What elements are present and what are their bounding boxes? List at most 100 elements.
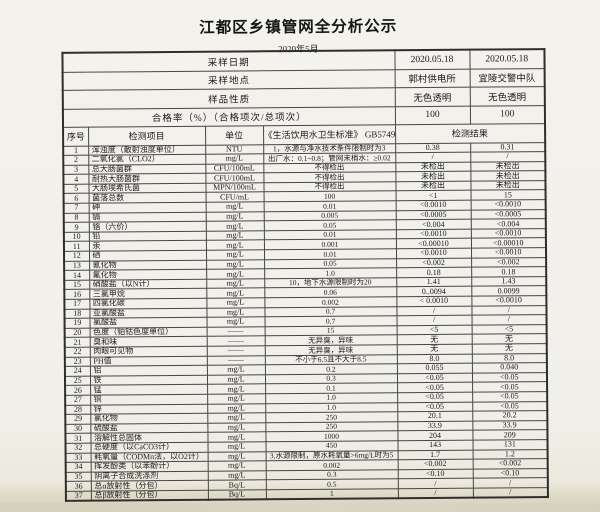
cell-result-1: <0.10 — [397, 468, 473, 480]
cell-result-2: 未检出 — [470, 161, 546, 172]
cell-result-1: <0.0005 — [395, 209, 471, 220]
cell-result-2: 8.0 — [471, 353, 547, 364]
cell-serial: 32 — [65, 443, 91, 453]
cell-result-2: 20.2 — [472, 410, 548, 421]
document-content: 江都区乡镇管网全分析公示 2020年5月 采样日期 2020.05.18 2020.… — [0, 0, 598, 503]
cell-serial: 34 — [65, 462, 91, 473]
cell-result-1: <0.05 — [396, 372, 473, 384]
cell-result-2: 131 — [472, 439, 548, 450]
page-title: 江都区乡镇管网全分析公示 — [199, 18, 398, 37]
cell-result-1: 未检出 — [395, 171, 471, 182]
cell-result-1: / — [396, 315, 472, 326]
cell-result-2: / — [470, 151, 546, 162]
info-label: 采样日期 — [62, 50, 395, 72]
cell-result-2: 1.43 — [471, 276, 547, 287]
cell-result-2: / — [472, 477, 548, 489]
column-header-item: 检测项目 — [88, 126, 206, 146]
cell-unit: mg/L — [207, 432, 266, 443]
cell-result-1: < 0.0010 — [396, 296, 472, 307]
cell-result-1: 0.055 — [396, 363, 472, 374]
cell-result-2: <0.002 — [471, 257, 547, 268]
cell-serial: 20 — [64, 327, 90, 338]
cell-result-1: 0..0094 — [396, 286, 472, 297]
cell-serial: 29 — [65, 414, 91, 425]
info-value-1: 无色透明 — [394, 87, 470, 107]
cell-result-2: 0.31 — [470, 142, 546, 153]
cell-result-1: 0.18 — [396, 267, 472, 278]
cell-result-2: 无 — [471, 343, 547, 354]
cell-unit: mg/L — [207, 451, 266, 462]
cell-result-2: <5 — [471, 324, 547, 335]
cell-unit: mg/L — [206, 374, 266, 385]
cell-unit: mg/L — [206, 288, 265, 299]
cell-result-2: 15 — [470, 190, 546, 201]
cell-unit: mg/L — [207, 412, 266, 423]
cell-unit: CFU/100mL — [205, 173, 264, 184]
cell-unit: mg/L — [207, 403, 266, 414]
cell-result-2: <0.0010 — [470, 199, 546, 210]
scan-edge-shadow — [0, 503, 600, 512]
cell-result-1: <0.002 — [396, 257, 472, 268]
cell-unit: mg/L — [206, 307, 265, 318]
column-header-unit: 单位 — [205, 125, 264, 145]
cell-result-2: <0.05 — [472, 381, 548, 393]
cell-result-1: / — [396, 305, 472, 316]
cell-result-1: 204 — [397, 430, 473, 441]
cell-unit: NTU — [205, 144, 264, 155]
cell-serial: 9 — [63, 222, 89, 233]
cell-serial: 18 — [64, 308, 90, 319]
cell-result-1: 无 — [396, 344, 472, 355]
cell-unit: mg/L — [205, 153, 264, 164]
cell-serial: 33 — [65, 452, 91, 463]
cell-unit: Bq/L — [207, 489, 266, 501]
column-header-standard: 《生活饮用水卫生标准》 GB5749 — [263, 124, 396, 145]
cell-result-2: <0.00010 — [470, 238, 547, 249]
cell-serial: 11 — [63, 241, 90, 252]
cell-result-2: <0.0005 — [470, 209, 546, 220]
info-value-2: 2020.05.18 — [469, 49, 545, 69]
cell-serial: 26 — [65, 385, 91, 396]
cell-result-1: / — [397, 488, 473, 499]
cell-result-1: <0.0010 — [395, 229, 471, 240]
cell-result-1: / — [397, 478, 473, 489]
cell-serial: 25 — [64, 375, 91, 386]
cell-serial: 14 — [64, 270, 90, 281]
info-value-2: 宜陵交警中队 — [469, 68, 545, 88]
cell-unit: —— — [206, 326, 265, 337]
cell-result-2: <0.002 — [472, 458, 548, 469]
cell-result-2: 未检出 — [470, 170, 546, 182]
cell-result-1: 33.9 — [397, 420, 473, 432]
cell-unit: mg/L — [206, 278, 265, 289]
cell-unit: mg/L — [205, 249, 265, 260]
column-header-no: 序号 — [63, 127, 89, 146]
cell-standard: 1，水源与净水技术条件限制时为3 — [263, 143, 396, 154]
cell-serial: 8 — [63, 212, 89, 223]
cell-unit: —— — [206, 336, 265, 347]
cell-serial: 19 — [64, 318, 90, 329]
cell-result-1: / — [395, 152, 471, 163]
cell-unit: CFU/mL — [205, 192, 264, 203]
cell-serial: 4 — [63, 174, 89, 185]
cell-item: 总β放射性（分包） — [90, 490, 208, 502]
column-header-result: 检测结果 — [395, 123, 546, 144]
cell-unit: mg/L — [206, 297, 265, 308]
cell-result-2: 0.040 — [471, 362, 547, 373]
cell-result-2: <0.10 — [472, 468, 548, 479]
cell-unit: mg/L — [205, 240, 264, 251]
cell-serial: 2 — [63, 155, 89, 166]
cell-result-1: <0.004 — [395, 219, 471, 230]
cell-serial: 28 — [65, 404, 91, 415]
cell-result-1: 20.1 — [397, 411, 473, 422]
cell-result-2: <0.05 — [471, 372, 548, 383]
cell-serial: 36 — [65, 481, 91, 492]
cell-serial: 1 — [63, 145, 89, 156]
cell-unit: mg/L — [205, 221, 264, 232]
cell-result-2: 1.2 — [472, 449, 548, 460]
cell-result-2: 0.18 — [471, 266, 547, 277]
cell-result-1: <5 — [396, 324, 472, 336]
cell-serial: 15 — [64, 279, 90, 290]
water-analysis-table: 采样日期 2020.05.18 2020.05.18 采样地点 郭村供电所 宜陵交警中队样… — [61, 48, 549, 503]
cell-result-1: <0.05 — [397, 392, 473, 403]
cell-serial: 35 — [65, 471, 91, 482]
cell-unit: mg/L — [207, 384, 266, 395]
